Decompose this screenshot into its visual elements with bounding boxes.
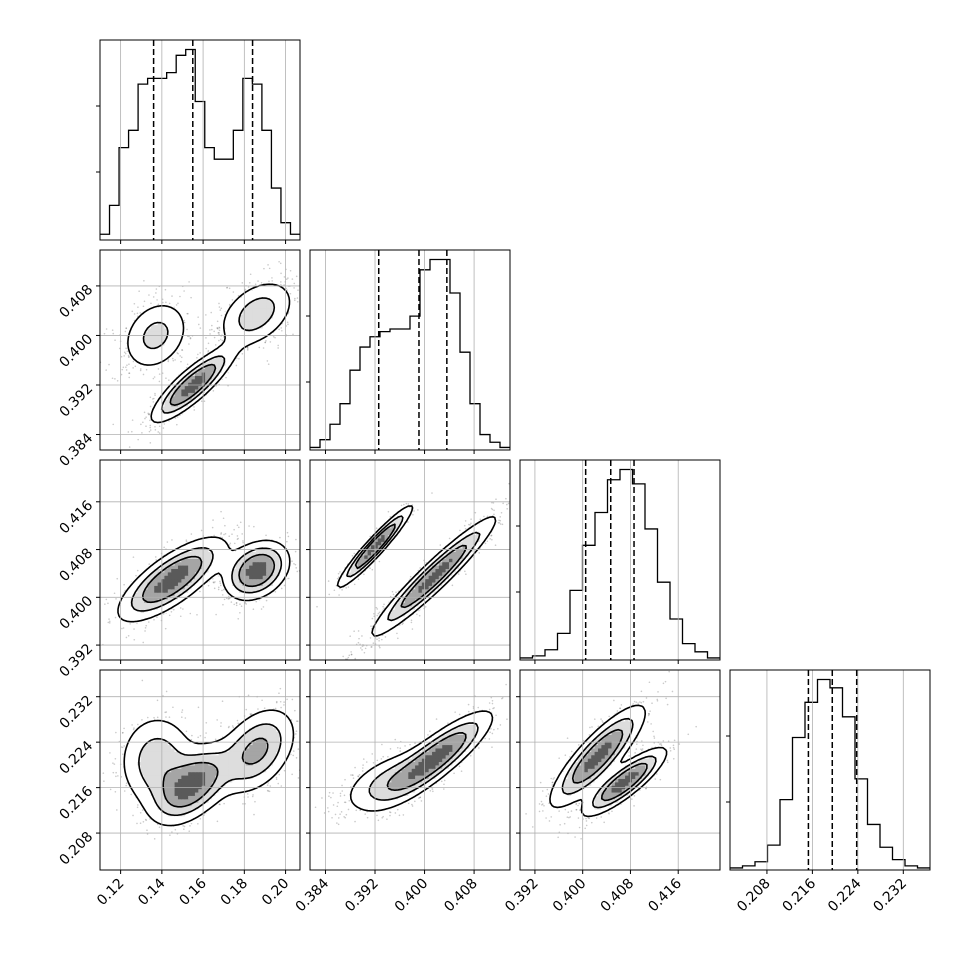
- contour-level: [549, 704, 668, 818]
- contour-level: [127, 283, 291, 424]
- y-tick-label: 0.392: [57, 381, 97, 421]
- scatter-panel-2-3: [316, 482, 510, 660]
- histogram-step: [100, 48, 300, 235]
- contour-level: [346, 515, 481, 622]
- axes-frame: [309, 249, 511, 451]
- contour-level: [571, 728, 648, 802]
- contour-level: [336, 505, 497, 637]
- contour-lines: [336, 505, 497, 637]
- histogram-4: [730, 670, 930, 870]
- grid-lines: [100, 670, 300, 870]
- grid-lines: [325, 250, 475, 450]
- x-tick-label: 0.384: [293, 875, 333, 915]
- contour-level: [142, 297, 276, 414]
- x-tick-label: 0.416: [645, 875, 685, 915]
- scatter-panel-3-4: [525, 670, 697, 840]
- x-tick-label: 0.392: [502, 876, 542, 916]
- y-tick-label: 0.216: [57, 783, 97, 823]
- contour-level: [162, 737, 269, 808]
- y-tick-label: 0.408: [57, 545, 97, 585]
- x-tick-label: 0.20: [259, 876, 292, 909]
- contour-level: [561, 717, 657, 809]
- axes-frame: [99, 249, 301, 451]
- x-tick-label: 0.12: [94, 876, 127, 909]
- grid-lines: [310, 460, 510, 660]
- x-tick-label: 0.208: [734, 876, 774, 916]
- axes-frame: [99, 669, 301, 871]
- density-fill: [350, 710, 494, 813]
- contour-level: [142, 553, 276, 604]
- scatter-panel-1-3: [100, 510, 300, 646]
- scatter-panel-2-4: [314, 683, 508, 826]
- grid-lines: [310, 670, 510, 870]
- y-tick-label: 0.400: [57, 331, 97, 371]
- axes-frame: [99, 39, 301, 241]
- histogram-step: [310, 258, 510, 449]
- x-tick-label: 0.232: [870, 876, 910, 916]
- contour-level: [354, 523, 467, 609]
- scatter-panel-1-2: [100, 260, 299, 450]
- y-tick-label: 0.208: [57, 829, 97, 869]
- y-tick-label: 0.232: [57, 692, 97, 732]
- x-tick-label: 0.408: [598, 876, 638, 916]
- y-tick-label: 0.400: [57, 593, 97, 633]
- grid-lines: [100, 460, 300, 660]
- y-tick-label: 0.392: [57, 641, 97, 681]
- grid-lines: [534, 460, 679, 660]
- scatter-panel-1-4: [100, 679, 300, 840]
- contour-level: [368, 722, 479, 801]
- contour-lines: [123, 709, 295, 827]
- x-tick-label: 0.224: [825, 875, 865, 915]
- grid-lines: [766, 670, 904, 870]
- axes-frame: [519, 669, 721, 871]
- x-tick-label: 0.14: [135, 875, 168, 908]
- histogram-step: [520, 468, 720, 659]
- x-tick-label: 0.18: [218, 876, 251, 909]
- histogram-step: [730, 678, 930, 869]
- x-tick-label: 0.16: [177, 875, 210, 908]
- axes-frame: [309, 459, 511, 661]
- x-tick-label: 0.400: [550, 876, 590, 916]
- grid-lines: [520, 670, 720, 870]
- axes-frame: [519, 459, 721, 661]
- x-tick-label: 0.400: [392, 876, 432, 916]
- contour-lines: [127, 283, 291, 424]
- axes-frame: [309, 669, 511, 871]
- contour-lines: [549, 704, 668, 818]
- density-fill: [123, 710, 294, 827]
- grid-lines: [120, 40, 286, 240]
- contour-level: [117, 536, 291, 623]
- axes-frame: [99, 459, 301, 661]
- contour-level: [349, 710, 494, 812]
- contour-level: [138, 723, 282, 817]
- y-tick-label: 0.384: [57, 430, 97, 470]
- y-tick-label: 0.408: [57, 282, 97, 322]
- x-tick-label: 0.216: [780, 875, 820, 915]
- histogram-3: [520, 460, 720, 660]
- histogram-2: [310, 250, 510, 450]
- axes-frame: [729, 669, 931, 871]
- x-tick-label: 0.392: [342, 876, 382, 916]
- x-tick-label: 0.408: [441, 876, 481, 916]
- y-tick-label: 0.224: [57, 738, 97, 778]
- grid-lines: [100, 250, 300, 450]
- contour-lines: [117, 536, 291, 623]
- y-tick-label: 0.416: [57, 497, 97, 537]
- histogram-1: [100, 40, 300, 240]
